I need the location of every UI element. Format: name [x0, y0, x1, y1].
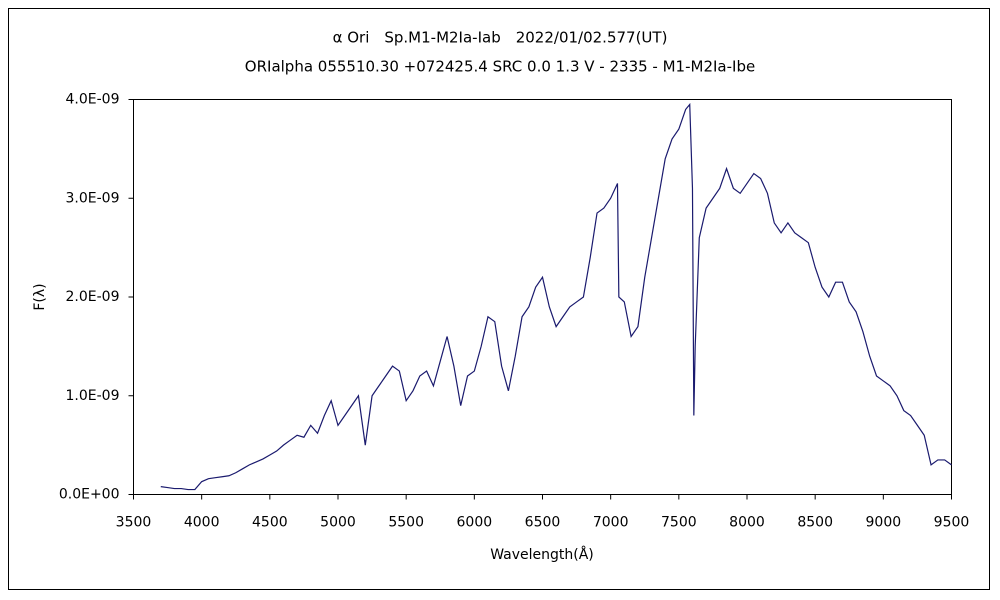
y-tick-label: 3.0E-09 [66, 190, 120, 206]
x-tick-label: 9500 [934, 515, 970, 531]
x-tick-label: 5500 [388, 515, 424, 531]
x-tick-label: 6000 [457, 515, 493, 531]
chart-title: α Ori Sp.M1-M2Ia-Iab 2022/01/02.577(UT) [333, 29, 668, 47]
x-tick-label: 5000 [320, 515, 356, 531]
x-tick-label: 9000 [866, 515, 902, 531]
x-tick-label: 6500 [525, 515, 561, 531]
x-axis-label: Wavelength(Å) [490, 546, 594, 563]
x-tick-label: 7000 [593, 515, 629, 531]
y-axis-label: F(λ) [32, 283, 48, 310]
x-tick-label: 7500 [661, 515, 697, 531]
y-tick-label: 2.0E-09 [66, 289, 120, 305]
spectrum-line [160, 102, 952, 491]
chart-subtitle: ORIalpha 055510.30 +072425.4 SRC 0.0 1.3… [245, 58, 755, 76]
x-tick-label: 3500 [116, 515, 152, 531]
y-tick-label: 1.0E-09 [66, 388, 120, 404]
x-tick-label: 4000 [184, 515, 220, 531]
chart-border [8, 8, 990, 590]
x-tick-label: 4500 [252, 515, 288, 531]
y-tick-label: 0.0E+00 [59, 487, 120, 503]
y-tick-label: 4.0E-09 [66, 92, 120, 108]
x-tick-label: 8000 [729, 515, 765, 531]
x-tick-label: 8500 [797, 515, 833, 531]
